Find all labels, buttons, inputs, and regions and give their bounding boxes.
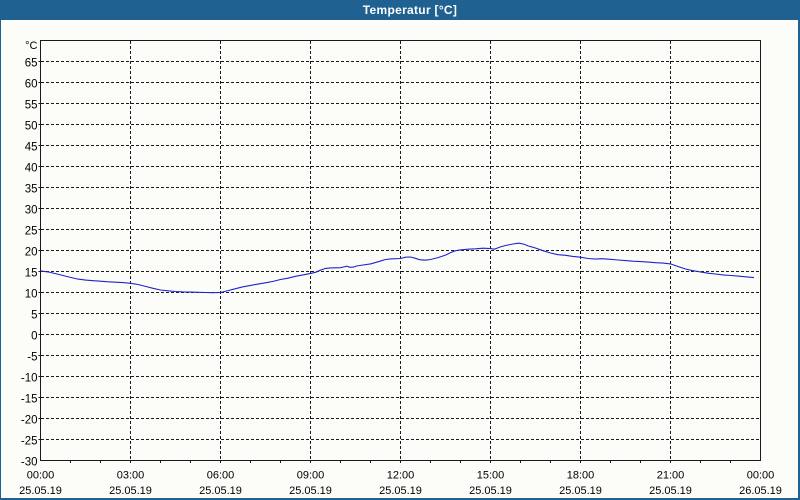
svg-text:15: 15	[25, 268, 38, 280]
svg-text:00:00: 00:00	[747, 470, 775, 482]
svg-text:21:00: 21:00	[657, 470, 685, 482]
svg-text:-25: -25	[21, 436, 38, 448]
svg-text:30: 30	[25, 205, 38, 217]
svg-text:18:00: 18:00	[567, 470, 595, 482]
svg-text:26.05.19: 26.05.19	[739, 485, 782, 497]
svg-text:°C: °C	[25, 40, 37, 52]
svg-text:Temperatur [°C]: Temperatur [°C]	[363, 3, 457, 17]
svg-text:09:00: 09:00	[297, 470, 325, 482]
svg-text:5: 5	[31, 310, 37, 322]
svg-text:-20: -20	[21, 415, 38, 427]
svg-text:25.05.19: 25.05.19	[379, 485, 422, 497]
svg-text:06:00: 06:00	[207, 470, 235, 482]
svg-text:-30: -30	[21, 457, 38, 469]
svg-text:25.05.19: 25.05.19	[559, 485, 602, 497]
svg-text:65: 65	[25, 58, 38, 70]
svg-text:50: 50	[25, 121, 38, 133]
svg-text:25: 25	[25, 226, 38, 238]
svg-text:-5: -5	[27, 352, 37, 364]
svg-text:10: 10	[25, 289, 38, 301]
svg-text:35: 35	[25, 184, 38, 196]
svg-text:25.05.19: 25.05.19	[199, 485, 242, 497]
svg-text:25.05.19: 25.05.19	[469, 485, 512, 497]
svg-text:25.05.19: 25.05.19	[649, 485, 692, 497]
svg-text:0: 0	[31, 331, 37, 343]
svg-text:12:00: 12:00	[387, 470, 415, 482]
svg-text:25.05.19: 25.05.19	[289, 485, 332, 497]
svg-text:03:00: 03:00	[117, 470, 145, 482]
svg-text:45: 45	[25, 142, 38, 154]
svg-text:25.05.19: 25.05.19	[109, 485, 152, 497]
svg-text:40: 40	[25, 163, 38, 175]
svg-text:60: 60	[25, 79, 38, 91]
svg-text:-10: -10	[21, 373, 38, 385]
svg-text:15:00: 15:00	[477, 470, 505, 482]
svg-text:00:00: 00:00	[27, 470, 55, 482]
svg-text:25.05.19: 25.05.19	[19, 485, 62, 497]
svg-text:55: 55	[25, 100, 38, 112]
svg-text:20: 20	[25, 247, 38, 259]
svg-text:-15: -15	[21, 394, 38, 406]
